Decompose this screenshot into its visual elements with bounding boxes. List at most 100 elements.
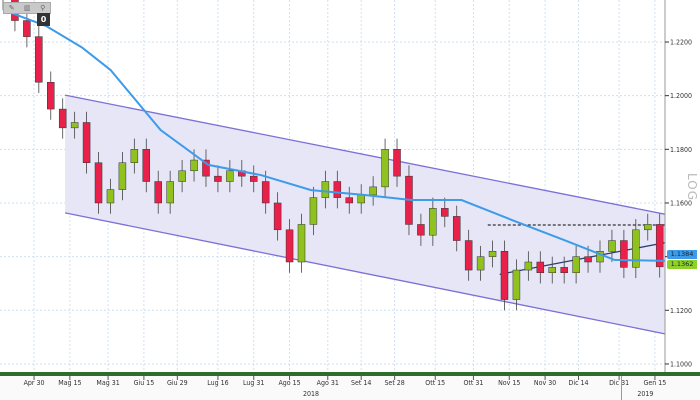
- candle: [297, 213, 306, 273]
- moving-average-line: [2, 8, 665, 262]
- channel-lower-line[interactable]: [64, 212, 670, 336]
- y-tick-label: 1.1200: [670, 307, 692, 315]
- candle-body: [429, 208, 437, 236]
- candle-body: [285, 229, 294, 263]
- drawing-toolbar: ✎ ▥ ⚲: [3, 2, 51, 14]
- candle: [23, 9, 31, 48]
- x-tick-label: Set 14: [351, 379, 371, 387]
- price-axis-panel: [665, 0, 700, 372]
- year-label: 2018: [303, 390, 319, 398]
- channel-fill: [65, 95, 670, 335]
- x-tick-label: Giu 29: [167, 379, 188, 387]
- candle-body: [644, 224, 652, 231]
- candle: [369, 176, 377, 206]
- candle: [47, 71, 55, 120]
- year-label: 2019: [637, 390, 653, 398]
- candle-body: [297, 224, 306, 263]
- x-tick-label: Dic 14: [568, 379, 588, 387]
- time-axis: Apr 30 Mag 15 Mag 31 Giu 15 Giu 29 Lug 16 Lug …: [24, 376, 667, 400]
- magnifier-icon[interactable]: ⚲: [40, 4, 46, 12]
- candle: [441, 197, 449, 228]
- candle-body: [500, 251, 509, 300]
- x-tick-label: Gen 15: [644, 379, 667, 387]
- candle-body: [261, 181, 270, 204]
- x-tick-label: Nov 30: [534, 379, 556, 387]
- candle-body: [560, 267, 568, 273]
- candle: [106, 178, 115, 214]
- candle: [261, 170, 270, 214]
- candle-body: [130, 149, 139, 163]
- candle: [560, 256, 568, 284]
- candle-body: [70, 122, 79, 129]
- candle-body: [35, 36, 43, 83]
- pencil-icon[interactable]: ✎: [8, 4, 15, 12]
- candle-body: [94, 162, 103, 204]
- y-tick-label: 1.2000: [670, 92, 692, 100]
- y-tick-label: 1.1800: [670, 146, 692, 154]
- candle: [333, 170, 342, 209]
- candle: [548, 256, 556, 284]
- candle-body: [178, 170, 186, 182]
- candle-body: [154, 181, 162, 204]
- candle-body: [476, 256, 485, 271]
- candle-body: [23, 20, 31, 37]
- candle-body: [58, 108, 67, 129]
- candle: [249, 165, 258, 193]
- x-tick-label: Ott 15: [425, 379, 445, 387]
- candle: [417, 213, 425, 246]
- candle-body: [512, 269, 521, 300]
- candles: [2, 0, 664, 311]
- candle: [644, 213, 652, 241]
- x-tick-label: Apr 30: [24, 379, 45, 387]
- x-tick-label: Mag 15: [58, 379, 81, 387]
- candle-body: [202, 159, 210, 177]
- candle: [82, 111, 91, 174]
- x-tick-label: Ott 31: [463, 379, 483, 387]
- candle-body: [190, 159, 198, 172]
- candle: [429, 197, 437, 246]
- candle-body: [632, 229, 640, 268]
- candle-body: [118, 162, 127, 190]
- candle: [512, 259, 521, 311]
- candle-body: [82, 122, 91, 163]
- candle-body: [142, 149, 151, 182]
- candle-body: [655, 224, 664, 268]
- candle: [178, 160, 186, 193]
- trash-icon[interactable]: ▥: [24, 4, 31, 12]
- candle-body: [357, 194, 365, 204]
- x-tick-label: Mag 31: [96, 379, 119, 387]
- candle: [118, 152, 127, 201]
- candle: [166, 170, 174, 214]
- scroll-bar[interactable]: [0, 372, 700, 376]
- candle: [142, 138, 151, 193]
- candle-body: [369, 186, 377, 196]
- candle: [476, 245, 485, 281]
- counter-badge: 0: [37, 13, 50, 26]
- candle-body: [452, 216, 461, 241]
- candle-body: [226, 170, 234, 182]
- candle: [94, 152, 103, 214]
- candle: [464, 229, 473, 281]
- candle-body: [214, 175, 222, 182]
- candle: [58, 98, 67, 139]
- x-tick-label: Dic 31: [609, 379, 629, 387]
- channel-upper-line[interactable]: [64, 94, 670, 216]
- candle: [500, 240, 509, 311]
- candle: [488, 240, 497, 268]
- candle: [381, 138, 389, 198]
- candle-body: [536, 261, 545, 273]
- candle-body: [524, 261, 533, 271]
- candle: [452, 205, 461, 252]
- candle-body: [584, 256, 592, 263]
- candle-body: [464, 240, 473, 271]
- x-tick-label: Lug 16: [207, 379, 228, 387]
- candle-body: [620, 240, 628, 268]
- candle: [536, 251, 545, 284]
- candle-body: [345, 197, 354, 204]
- candle: [285, 219, 294, 273]
- candle: [35, 25, 43, 93]
- candle-body: [417, 224, 425, 236]
- x-tick-label: Set 28: [384, 379, 404, 387]
- log-scale-label[interactable]: LOG: [685, 172, 700, 202]
